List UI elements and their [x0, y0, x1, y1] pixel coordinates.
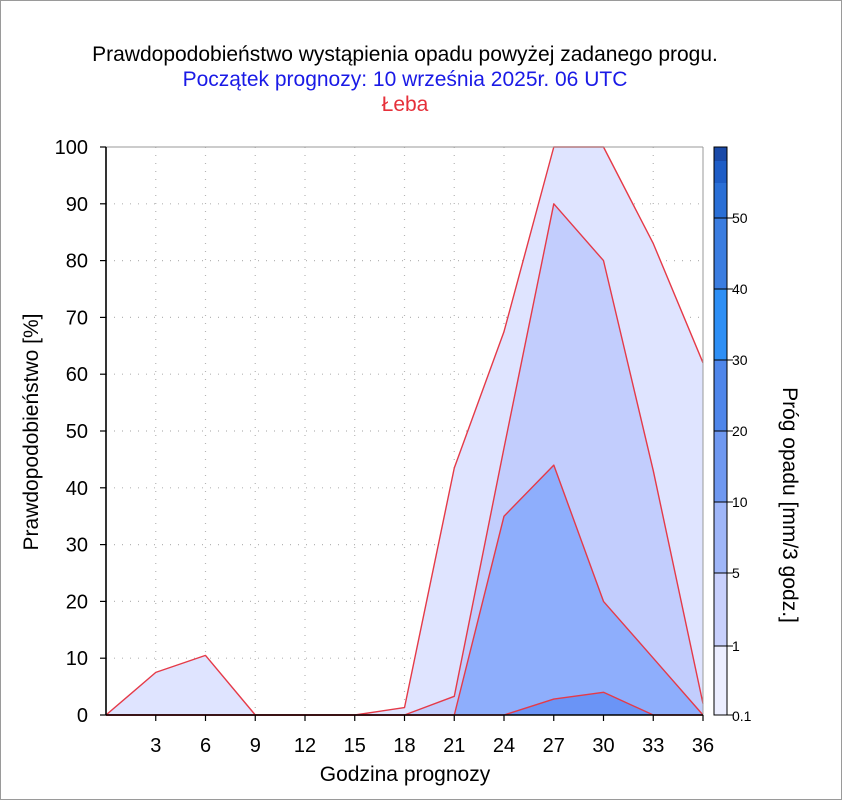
colorbar-tick-label: 5	[732, 565, 740, 581]
colorbar-tick-label: 0.1	[732, 708, 752, 724]
colorbar-tick-label: 1	[732, 638, 740, 654]
colorbar-segment	[714, 183, 727, 218]
x-tick-label: 12	[294, 735, 316, 757]
x-tick-label: 24	[493, 735, 515, 757]
colorbar-segment	[714, 646, 727, 715]
y-tick-label: 90	[66, 194, 88, 216]
y-tick-label: 100	[55, 137, 88, 159]
y-tick-label: 60	[66, 364, 88, 386]
colorbar-segment	[714, 289, 727, 360]
x-tick-label: 30	[592, 735, 614, 757]
chart-title: Prawdopodobieństwo wystąpienia opadu pow…	[92, 43, 718, 66]
x-tick-label: 18	[393, 735, 415, 757]
x-tick-label: 36	[692, 735, 714, 757]
x-tick-label: 27	[543, 735, 565, 757]
y-tick-label: 50	[66, 421, 88, 443]
colorbar-segment	[714, 161, 727, 183]
y-axis-label: Prawdopodobieństwo [%]	[20, 314, 43, 551]
x-tick-label: 3	[150, 735, 161, 757]
colorbar-tick-label: 50	[732, 210, 748, 226]
x-tick-label: 9	[250, 735, 261, 757]
y-tick-label: 40	[66, 478, 88, 500]
y-axis-ticks: 0 10 20 30 40 50 60 70 80 90 100	[55, 137, 106, 727]
colorbar-tick-label: 30	[732, 352, 748, 368]
colorbar: 0.1 1 5 10 20 30 40 50	[713, 146, 752, 724]
area-threshold-5	[106, 465, 703, 715]
y-tick-label: 80	[66, 251, 88, 273]
colorbar-segment	[714, 360, 727, 431]
area-threshold-10	[106, 692, 703, 715]
y-tick-label: 30	[66, 535, 88, 557]
y-tick-label: 20	[66, 591, 88, 613]
x-tick-label: 33	[642, 735, 664, 757]
colorbar-label: Próg opadu [mm/3 godz.]	[778, 387, 801, 623]
colorbar-segment	[714, 573, 727, 646]
x-tick-label: 21	[443, 735, 465, 757]
y-tick-label: 10	[66, 648, 88, 670]
x-tick-label: 15	[344, 735, 366, 757]
y-tick-label: 0	[77, 705, 88, 727]
x-axis-label: Godzina prognozy	[320, 763, 491, 786]
colorbar-tick-label: 40	[732, 281, 748, 297]
colorbar-tick-label: 10	[732, 494, 748, 510]
x-tick-label: 6	[200, 735, 211, 757]
colorbar-segment	[714, 431, 727, 502]
y-tick-label: 70	[66, 307, 88, 329]
x-axis-ticks: 3 6 9 12 15 18 21 24 27 30 33 36	[150, 715, 714, 757]
colorbar-tick-label: 20	[732, 423, 748, 439]
colorbar-segment	[714, 502, 727, 573]
colorbar-segment	[714, 218, 727, 289]
colorbar-segment	[714, 147, 727, 161]
chart-location: Łeba	[382, 93, 429, 116]
chart-subtitle: Początek prognozy: 10 września 2025r. 06…	[183, 68, 628, 91]
